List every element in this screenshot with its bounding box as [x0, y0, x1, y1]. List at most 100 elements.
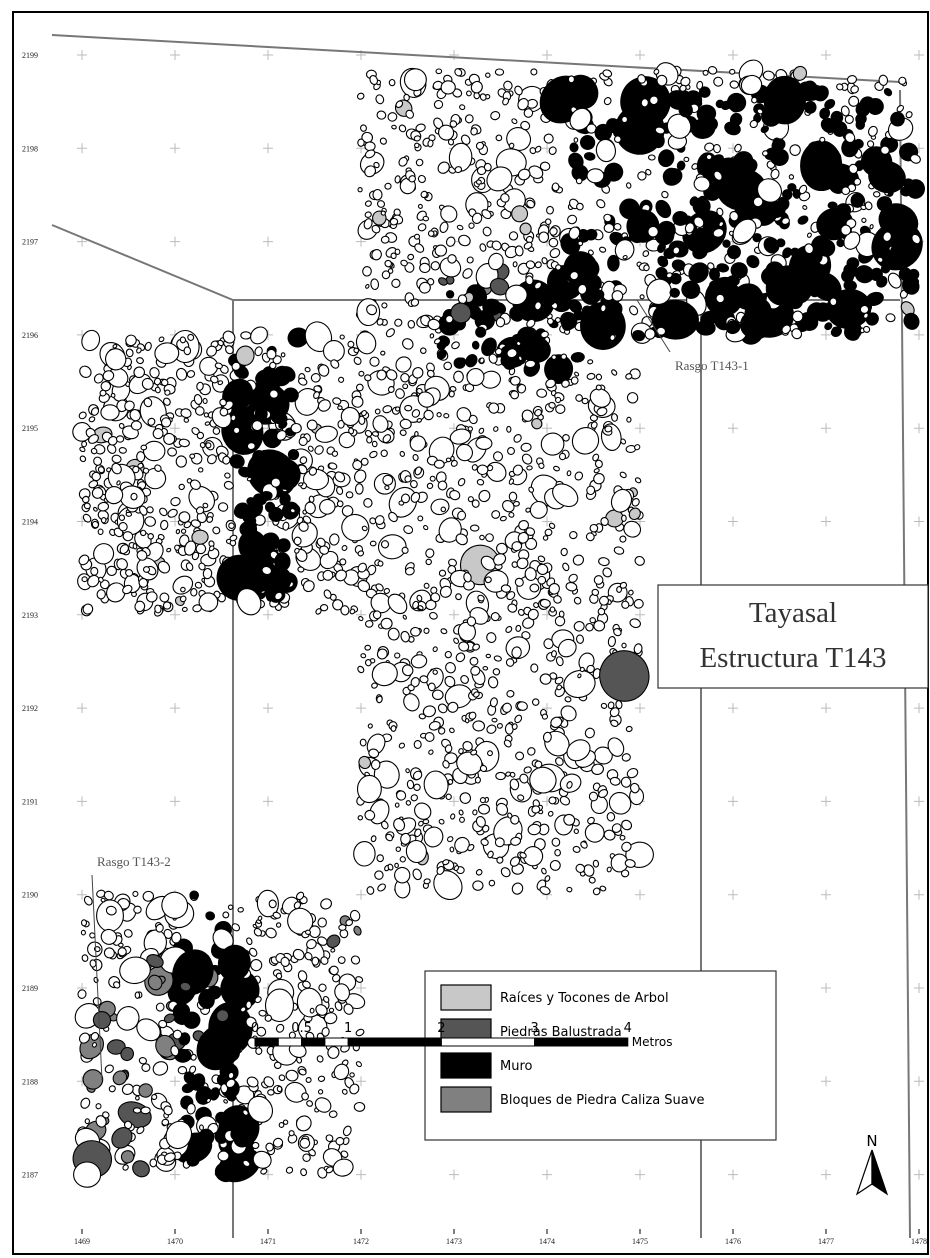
stone: [181, 606, 188, 612]
stone: [457, 294, 468, 305]
stone: [265, 1142, 274, 1152]
grid-cross: [542, 516, 552, 527]
stone: [844, 114, 854, 124]
stone: [400, 259, 408, 267]
stone: [872, 191, 881, 198]
grid-cross: [542, 423, 552, 434]
stone: [586, 168, 605, 184]
stone: [751, 96, 758, 104]
stone: [669, 272, 682, 285]
grid-cross: [635, 703, 645, 714]
easting-label: 1478: [911, 1237, 927, 1246]
subtitle: Estructura T143: [699, 642, 886, 674]
northing-label: 2197: [22, 238, 38, 247]
stone: [718, 221, 724, 228]
stone: [364, 644, 372, 651]
stone: [526, 318, 536, 328]
stone: [237, 907, 244, 913]
stone: [304, 929, 312, 935]
stone: [202, 397, 208, 405]
stone: [132, 543, 138, 550]
stone: [595, 289, 605, 300]
stone: [81, 440, 88, 448]
stone: [880, 145, 890, 155]
stone: [445, 290, 455, 299]
stone: [459, 104, 466, 111]
stone: [566, 886, 573, 893]
stone: [470, 80, 483, 94]
stone: [680, 76, 691, 87]
stone: [407, 253, 415, 261]
stone: [581, 305, 592, 316]
stone: [407, 319, 416, 329]
stone: [440, 80, 456, 95]
stone: [191, 529, 209, 545]
stone: [722, 239, 731, 248]
stone: [360, 457, 369, 466]
stone: [82, 1069, 104, 1090]
stone: [607, 254, 620, 272]
stone: [567, 214, 578, 225]
stone: [528, 165, 544, 179]
stone: [511, 646, 522, 659]
stone: [309, 1007, 315, 1014]
grid-cross: [821, 796, 831, 807]
scale-segment: [347, 1037, 442, 1047]
grid-cross: [728, 423, 738, 434]
stone: [381, 302, 388, 309]
stone: [657, 255, 669, 268]
stone: [593, 575, 604, 585]
stone: [492, 668, 501, 676]
stone: [418, 281, 431, 294]
stone: [841, 186, 851, 196]
grid-cross: [914, 889, 924, 900]
stone: [474, 776, 481, 784]
stone: [255, 1047, 263, 1055]
grid-cross: [821, 50, 831, 60]
stone: [423, 878, 431, 885]
stone: [746, 255, 760, 269]
stone: [100, 404, 120, 421]
grid-cross: [449, 609, 459, 620]
stone: [381, 270, 391, 280]
grid-cross: [821, 703, 831, 714]
stone: [531, 805, 541, 814]
stone: [665, 272, 673, 279]
stone: [804, 243, 814, 255]
stone: [135, 1095, 140, 1101]
stone: [514, 245, 524, 257]
scale-segment: [534, 1037, 629, 1047]
stone: [403, 93, 410, 102]
stone: [577, 283, 588, 295]
stone: [713, 76, 724, 87]
northing-label: 2199: [22, 51, 38, 60]
stone: [876, 196, 893, 212]
stone: [539, 161, 551, 171]
legend-label: Muro: [500, 1059, 533, 1074]
stone: [357, 815, 364, 821]
stone: [402, 383, 409, 390]
stone: [132, 1107, 142, 1114]
stone: [587, 359, 594, 365]
stone: [503, 358, 517, 370]
stone: [600, 304, 607, 313]
stone: [762, 70, 775, 81]
stone: [503, 80, 513, 91]
stone: [454, 68, 463, 77]
stone: [490, 111, 501, 121]
stone: [713, 170, 723, 181]
stone: [577, 240, 584, 247]
stone: [569, 142, 579, 153]
stone: [469, 524, 480, 532]
stone: [380, 350, 386, 356]
stone: [162, 601, 172, 610]
stone: [898, 76, 907, 85]
stone: [304, 501, 316, 515]
stone: [134, 991, 141, 999]
stone: [560, 547, 568, 557]
grid-cross: [449, 50, 459, 60]
stone: [100, 897, 106, 903]
stone: [616, 586, 623, 593]
stone: [239, 521, 258, 538]
stone: [395, 100, 404, 109]
